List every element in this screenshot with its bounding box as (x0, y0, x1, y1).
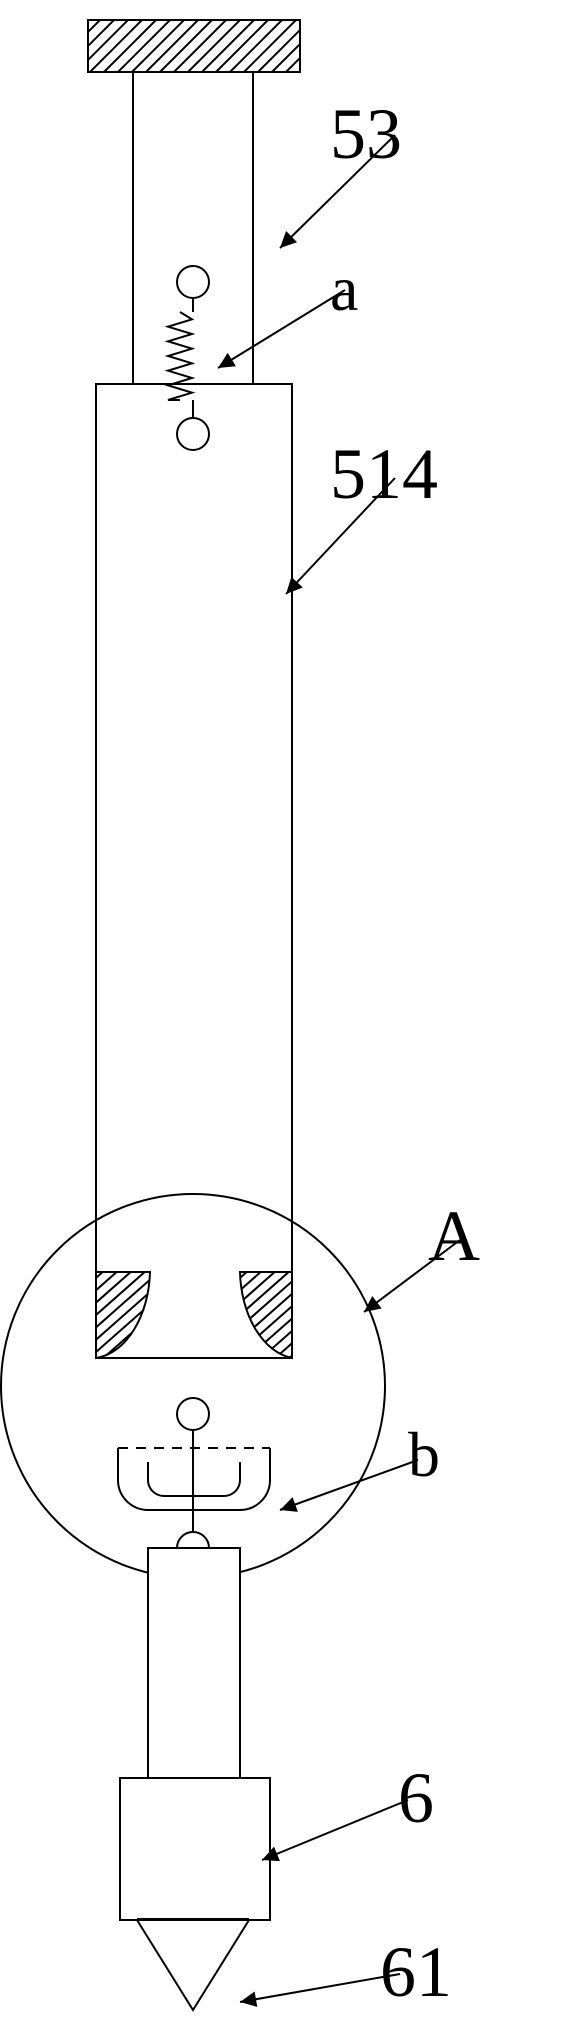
label-A: A (428, 1196, 480, 1276)
shaft-upper (133, 72, 253, 384)
label-a: a (330, 253, 358, 324)
label-53: 53 (330, 94, 402, 174)
end-cap (120, 1778, 270, 1920)
leader-b (280, 1460, 418, 1510)
leader-6 (262, 1800, 408, 1860)
leader-61 (240, 1974, 400, 2002)
label-61: 61 (380, 1932, 452, 2012)
label-514: 514 (330, 434, 438, 514)
label-b: b (408, 1419, 440, 1490)
shaft-mid (96, 384, 292, 1358)
tube-lower (148, 1548, 240, 1778)
tip-cone (137, 1920, 249, 2010)
label-6: 6 (398, 1758, 434, 1838)
